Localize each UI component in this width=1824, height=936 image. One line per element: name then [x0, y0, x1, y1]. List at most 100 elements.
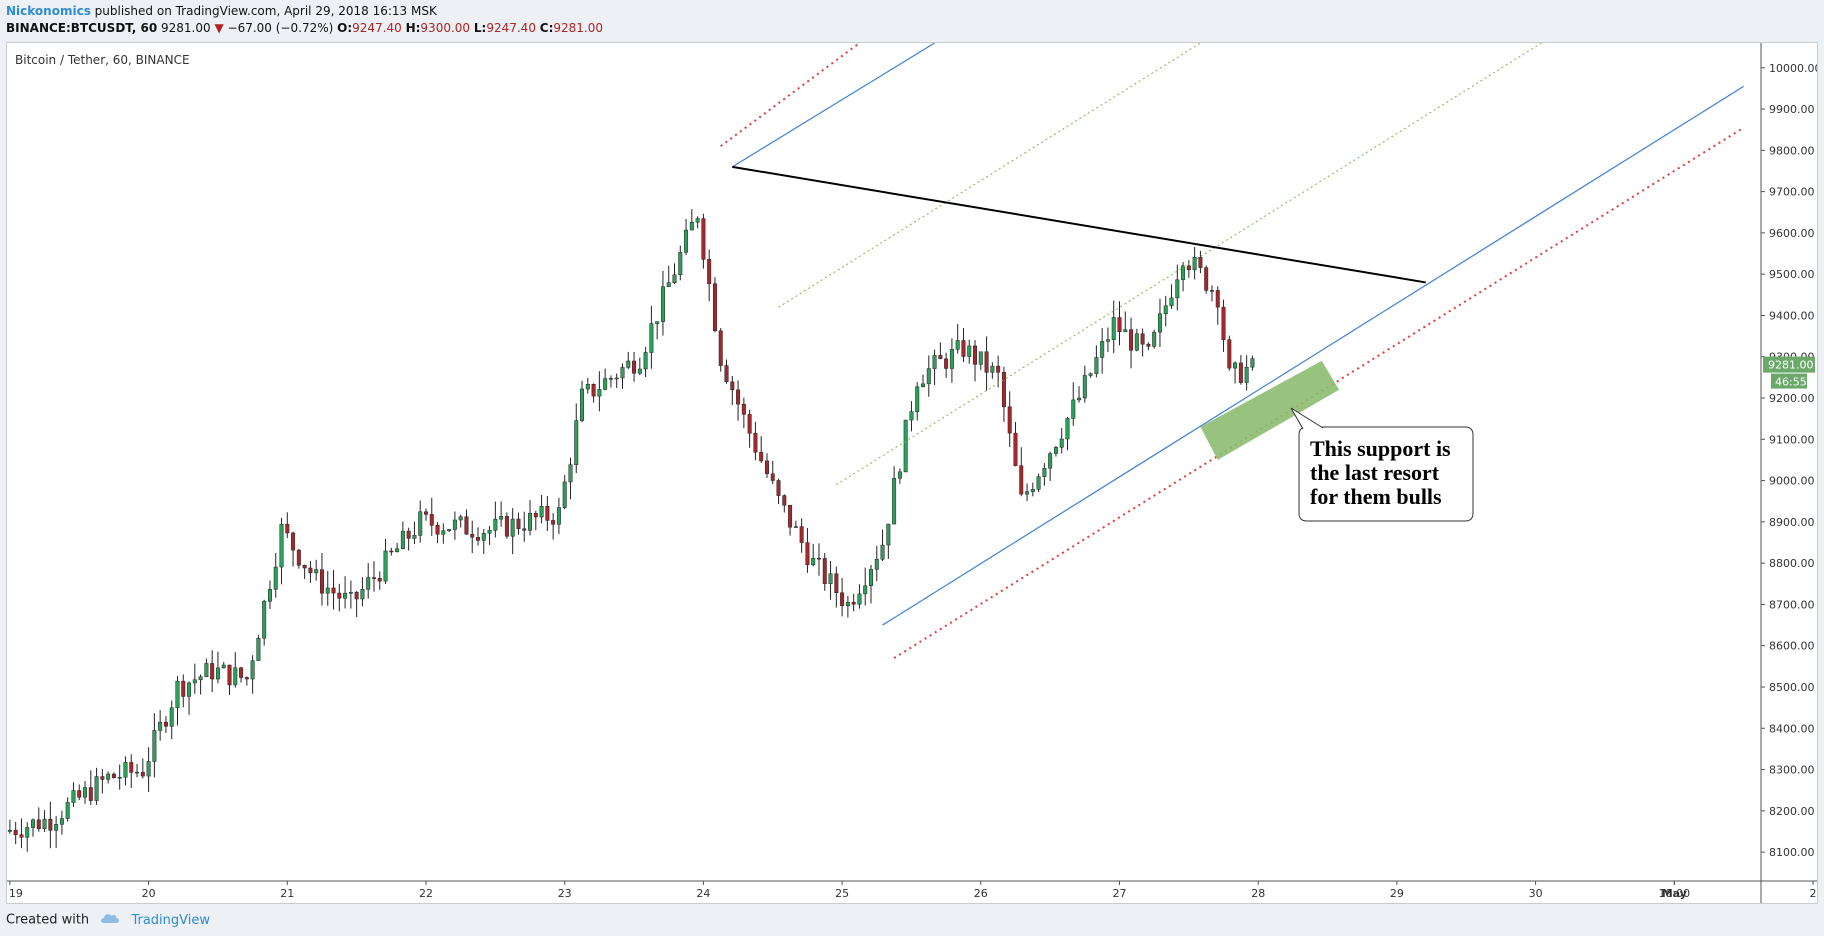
candle-body [31, 819, 35, 828]
candle-body [499, 516, 504, 520]
candle-body [955, 340, 960, 350]
pitchfork-quarter-line [778, 43, 1201, 308]
candle-body [533, 513, 538, 518]
candle-body [331, 587, 336, 594]
candle-body [65, 802, 70, 819]
candle-body [204, 663, 209, 677]
countdown-tag [1771, 373, 1807, 389]
candle-body [1227, 339, 1232, 369]
chart-panel[interactable]: 8100.00 8200.00 8300.00 8400.00 8500.00 8600.… [6, 42, 1818, 904]
candle-body [377, 578, 382, 582]
candle-body [1082, 375, 1087, 399]
candle-body [187, 682, 192, 697]
candle-body [845, 601, 850, 606]
candle-body [163, 721, 168, 727]
candle-body [776, 480, 781, 496]
candle-body [551, 520, 556, 525]
support-zone [1200, 360, 1340, 460]
time-tick-label: 30 [1529, 887, 1543, 900]
close-value: 9281.00 [553, 21, 604, 35]
candle-body [1238, 362, 1243, 383]
candle-body [1140, 333, 1145, 345]
candle-body [672, 274, 677, 284]
candle-body [447, 529, 452, 532]
candle-body [973, 345, 978, 365]
candle-body [13, 829, 18, 835]
candle-body [591, 384, 596, 397]
pitchfork-quarter-line [836, 43, 1542, 486]
open-label: O: [337, 21, 353, 35]
candle-body [1013, 432, 1018, 466]
candle-body [1088, 373, 1093, 376]
time-tick-label: 19 [9, 887, 23, 900]
candle-body [1059, 438, 1064, 448]
candle-body [1007, 406, 1012, 434]
candle-body [811, 557, 816, 566]
price-chart[interactable]: 8100.00 8200.00 8300.00 8400.00 8500.00 8600.… [7, 43, 1817, 903]
candle-body [799, 526, 804, 543]
candle-body [1186, 265, 1191, 271]
candle-body [707, 259, 712, 284]
price-tick-label: 8400.00 [1769, 722, 1815, 735]
countdown-label: 46:55 [1775, 376, 1807, 389]
candle-body [759, 451, 764, 462]
candle-body [83, 787, 88, 798]
candle-body [354, 592, 359, 600]
candle-body [273, 566, 278, 590]
callout-text-line: This support is [1310, 436, 1451, 461]
candle-body [1169, 297, 1174, 307]
candle-body [7, 829, 12, 832]
candle-body [857, 593, 862, 605]
candle-body [990, 365, 995, 373]
candle-body [123, 762, 128, 778]
price-tick-label: 9600.00 [1769, 227, 1815, 240]
callout-text-line: the last resort [1310, 460, 1440, 485]
candle-body [504, 516, 509, 537]
candle-body [984, 351, 989, 373]
candle-body [1157, 313, 1162, 333]
candle-body [1244, 366, 1249, 383]
pitchfork-warning-line [893, 126, 1745, 659]
candle-body [724, 365, 729, 383]
candle-body [626, 360, 631, 368]
candle-body [36, 819, 41, 829]
author-link[interactable]: Nickonomics [6, 4, 91, 18]
candle-body [822, 558, 827, 584]
candle-body [279, 523, 284, 568]
time-tick-label: 28 [1251, 887, 1265, 900]
candle-body [210, 663, 215, 680]
candle-body [556, 507, 561, 525]
candle-body [701, 218, 706, 260]
candle-body [926, 368, 931, 385]
candle-body [25, 827, 30, 838]
candle-body [1198, 257, 1203, 268]
candle-body [718, 330, 723, 366]
candle-body [158, 721, 163, 731]
candle-body [215, 667, 220, 680]
candle-body [1077, 397, 1082, 401]
candle-body [256, 637, 261, 661]
high-value: 9300.00 [420, 21, 471, 35]
change-value: −67.00 (−0.72%) [227, 21, 334, 35]
candle-body [770, 473, 775, 481]
price-tick-label: 9700.00 [1769, 186, 1815, 199]
candle-body [383, 550, 388, 582]
candle-body [1152, 331, 1157, 347]
candle-body [285, 523, 290, 534]
candle-body [1094, 357, 1099, 374]
candle-body [262, 601, 267, 639]
candle-body [632, 360, 637, 374]
candle-body [244, 677, 249, 680]
candle-body [337, 592, 342, 599]
low-label: L: [473, 21, 487, 35]
candle-body [1105, 339, 1110, 342]
candle-body [840, 592, 845, 606]
last-price-label: 9281.00 [1768, 359, 1814, 372]
high-label: H: [405, 21, 421, 35]
ohlc-legend: BINANCE:BTCUSDT, 60 9281.00 ▼ −67.00 (−0… [6, 21, 603, 35]
candle-body [233, 667, 238, 686]
candle-body [371, 577, 376, 579]
candle-body [892, 478, 897, 525]
price-tick-label: 9900.00 [1769, 103, 1815, 116]
tradingview-link[interactable]: TradingView [131, 912, 210, 928]
